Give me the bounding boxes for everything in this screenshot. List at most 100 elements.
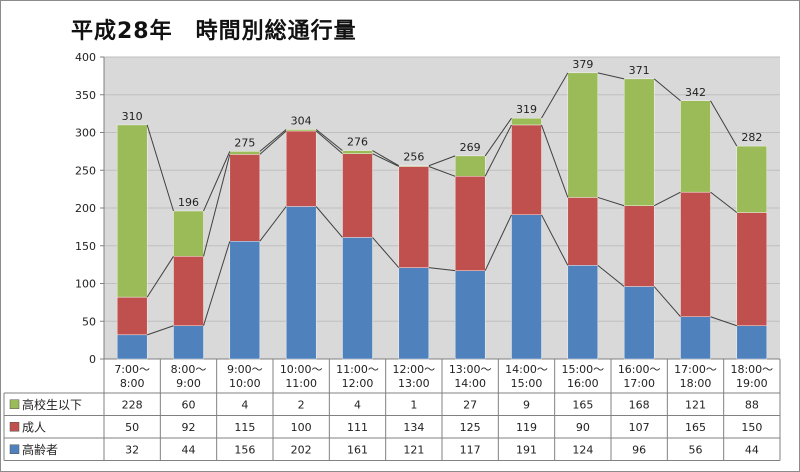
bar-segment (736, 212, 768, 326)
x-tick-label: 18:00〜 (730, 363, 773, 376)
x-tick-label: 12:00〜 (392, 363, 435, 376)
bar-segment (116, 296, 148, 336)
series-line (653, 286, 681, 318)
legend-swatch (9, 399, 20, 409)
x-tick-label: 16:00〜 (618, 363, 661, 376)
series-line (203, 154, 231, 257)
series-line (146, 256, 174, 298)
bar-segment (398, 166, 430, 268)
bar-segment (285, 206, 317, 360)
x-tick-label: 10:00 (229, 377, 261, 390)
total-label: 379 (572, 58, 593, 71)
legend-label: 高齢者 (22, 442, 58, 457)
bar-segment (736, 325, 768, 360)
series-line (203, 151, 231, 212)
bar-segment (116, 334, 148, 360)
series-line (203, 241, 231, 326)
table-cell: 117 (460, 443, 481, 456)
series-line (484, 117, 512, 157)
bar-segment (285, 129, 317, 132)
table-cell: 2 (298, 398, 305, 411)
x-tick-label: 17:00〜 (674, 363, 717, 376)
x-tick-label: 19:00 (736, 377, 768, 390)
series-line (484, 124, 512, 177)
series-line (259, 130, 287, 155)
series-line (597, 72, 625, 80)
table-cell: 124 (572, 443, 593, 456)
table-cell: 88 (745, 398, 759, 411)
table-cell: 100 (291, 421, 312, 434)
series-line (597, 196, 625, 207)
series-line (541, 72, 569, 119)
x-tick-label: 11:00〜 (336, 363, 379, 376)
bar-segment (173, 325, 204, 360)
bar-segment (342, 150, 373, 154)
y-tick-label: 0 (89, 353, 96, 366)
table-cell: 4 (354, 398, 361, 411)
bar-segment (567, 265, 599, 360)
bar-segment (567, 72, 599, 198)
bar-segment (229, 241, 261, 360)
series-line (428, 155, 456, 167)
series-line (372, 150, 400, 167)
table-cell: 1 (410, 398, 417, 411)
bar-segment (623, 205, 655, 287)
total-label: 196 (178, 196, 199, 209)
series-line (653, 78, 681, 102)
series-line (597, 264, 625, 287)
x-tick-label: 9:00〜 (227, 363, 263, 376)
total-label: 282 (741, 131, 762, 144)
x-tick-label: 8:00 (120, 377, 145, 390)
table-cell: 50 (125, 421, 139, 434)
table-cell: 44 (182, 443, 196, 456)
series-line (259, 206, 287, 242)
bar-segment (511, 124, 542, 215)
x-tick-label: 14:00 (454, 377, 486, 390)
bar-segment (680, 316, 711, 360)
series-line (315, 206, 343, 238)
table-cell: 44 (745, 443, 759, 456)
table-cell: 60 (182, 398, 196, 411)
series-line (710, 100, 738, 147)
legend-label: 成人 (22, 420, 46, 434)
bar-segment (342, 237, 373, 360)
x-tick-label: 10:00〜 (280, 363, 323, 376)
table-cell: 92 (182, 421, 196, 434)
x-tick-label: 12:00 (342, 377, 374, 390)
series-line (372, 153, 400, 167)
x-tick-label: 13:00〜 (449, 363, 492, 376)
series-line (428, 267, 456, 272)
table-cell: 121 (685, 398, 706, 411)
series-line (541, 214, 569, 266)
bar-segment (511, 117, 542, 126)
y-tick-label: 50 (82, 315, 96, 328)
x-tick-label: 15:00 (511, 377, 543, 390)
table-cell: 119 (516, 421, 537, 434)
table-cell: 4 (241, 398, 248, 411)
x-tick-label: 11:00 (285, 377, 317, 390)
y-tick-label: 400 (75, 51, 96, 64)
table-cell: 202 (291, 443, 312, 456)
total-label: 256 (403, 151, 424, 164)
table-cell: 228 (122, 398, 143, 411)
x-tick-label: 7:00〜 (114, 363, 150, 376)
bar-segment (511, 214, 542, 360)
bar-segment (229, 154, 261, 242)
series-line (428, 166, 456, 177)
y-tick-label: 250 (75, 164, 96, 177)
bar-segment (342, 153, 373, 238)
series-line (372, 237, 400, 268)
bar-segment (454, 270, 486, 360)
y-tick-label: 300 (75, 127, 96, 140)
table-cell: 165 (685, 421, 706, 434)
table-cell: 90 (576, 421, 590, 434)
total-label: 269 (460, 141, 481, 154)
table-cell: 96 (632, 443, 646, 456)
total-label: 310 (122, 110, 143, 123)
x-tick-label: 13:00 (398, 377, 430, 390)
total-label: 304 (291, 114, 312, 127)
table-cell: 134 (403, 421, 424, 434)
bar-segment (173, 210, 204, 257)
series-line (315, 129, 343, 152)
series-line (710, 191, 738, 213)
